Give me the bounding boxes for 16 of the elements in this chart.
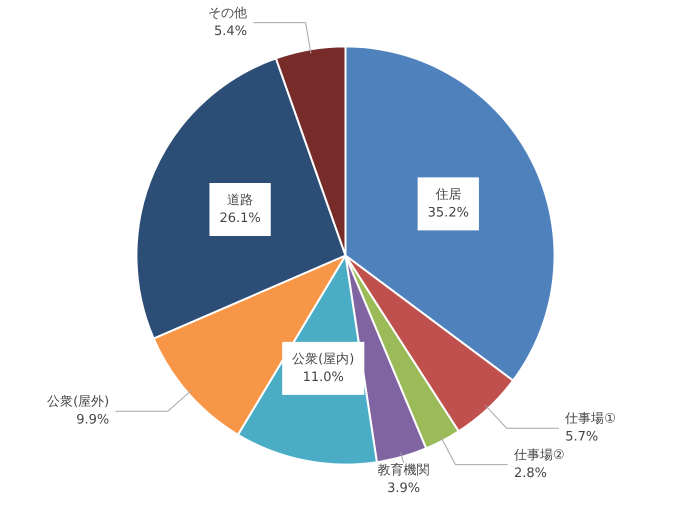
data-label: 2.8%: [514, 466, 547, 482]
slice-label: 公衆(屋外): [47, 394, 110, 410]
slice-label: 道路: [227, 192, 254, 208]
data-label: 26.1%: [219, 210, 261, 226]
data-label: 5.4%: [214, 24, 248, 40]
slice-label: 教育機関: [378, 462, 430, 478]
slice-label: 住居: [434, 187, 462, 202]
data-label: 3.9%: [387, 480, 420, 496]
data-label: 35.2%: [428, 205, 469, 220]
slice-label: その他: [208, 6, 248, 22]
slice-label: 仕事場①: [564, 412, 616, 427]
slice-label: 公衆(屋内): [292, 352, 354, 367]
slice-label: 仕事場②: [512, 448, 565, 464]
data-label: 9.9%: [76, 412, 110, 428]
data-label: 5.7%: [565, 430, 598, 445]
data-label: 11.0%: [302, 370, 344, 385]
